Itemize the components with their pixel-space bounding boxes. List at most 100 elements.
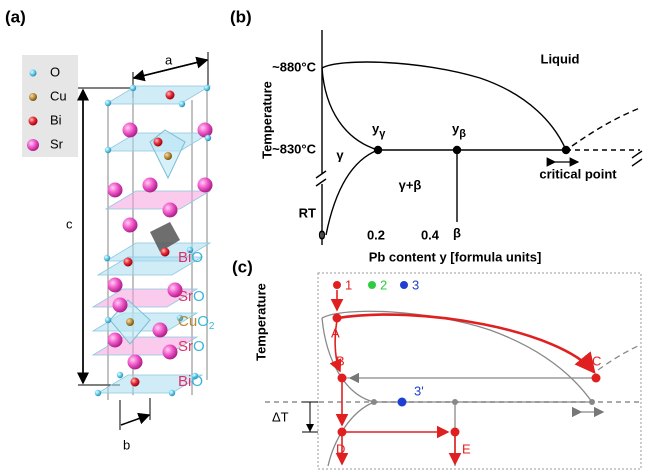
anion: O <box>193 338 205 355</box>
point <box>371 399 377 405</box>
atom <box>204 85 210 91</box>
cation: Sr <box>178 338 193 355</box>
gamma-solvus <box>322 68 378 150</box>
y-tick-label: ~830°C <box>272 141 316 156</box>
x-tick-label: 0.2 <box>367 227 385 242</box>
atom <box>95 390 101 396</box>
legend-label: O <box>50 64 60 79</box>
atom <box>154 138 163 147</box>
panel-b: (b) Temperature ~880°C ~830°C RT 0 0.2 0… <box>230 7 642 264</box>
legend-label: 3 <box>412 277 419 292</box>
legend-label: Bi <box>50 112 62 127</box>
lattice-label: b <box>123 437 130 452</box>
legend-sphere <box>29 93 37 101</box>
panel-c: (c) Temperature 1 2 3 A B C D <box>232 257 641 469</box>
liquidus-extension <box>572 108 640 146</box>
atom <box>166 91 175 100</box>
legend-label: Sr <box>50 136 64 151</box>
state-point <box>592 374 601 383</box>
region-label: γ <box>336 147 344 162</box>
legend-sphere <box>30 70 37 77</box>
state-label: D <box>336 441 345 456</box>
x-tick-label: 0 <box>318 227 325 242</box>
atom <box>198 123 213 138</box>
state-label: B <box>336 353 345 368</box>
annotation: critical point <box>539 166 617 181</box>
panel-label: (a) <box>5 7 26 26</box>
atom <box>164 152 172 160</box>
liquidus <box>322 311 592 402</box>
state-label: E <box>462 441 471 456</box>
sr-plane <box>106 191 210 209</box>
subscript: β <box>459 128 466 140</box>
atom <box>117 372 123 378</box>
state-point <box>333 314 342 323</box>
state-point <box>338 374 347 383</box>
anion: O <box>191 249 203 266</box>
point <box>454 147 461 154</box>
atom <box>108 333 123 348</box>
cation: Cu <box>178 313 197 330</box>
delta-label: ΔT <box>272 409 289 424</box>
point <box>589 399 595 405</box>
state-point <box>338 428 347 437</box>
atom <box>123 218 138 233</box>
legend-marker <box>400 281 408 289</box>
atom <box>108 278 123 293</box>
point <box>375 147 382 154</box>
anion: O <box>191 373 203 390</box>
legend-label: 1 <box>345 277 352 292</box>
liquidus-extension <box>598 345 640 370</box>
region-label: β <box>453 225 461 240</box>
y-tick-label: ~880°C <box>272 59 316 74</box>
legend-sphere <box>27 139 39 151</box>
gamma-solvus <box>322 318 374 402</box>
panel-label: (c) <box>232 257 253 276</box>
atom <box>198 178 213 193</box>
panel-label: (b) <box>230 7 252 26</box>
atom <box>123 123 138 138</box>
cation: Bi <box>178 249 191 266</box>
region-label: γ+β <box>399 177 422 192</box>
atom <box>143 178 158 193</box>
atom <box>153 323 168 338</box>
layer-label: BiO <box>178 373 203 390</box>
legend-marker <box>368 281 376 289</box>
atom <box>161 248 170 257</box>
point-label: yγ <box>372 121 386 139</box>
state-label: A <box>331 325 340 340</box>
atom <box>128 355 143 370</box>
atom <box>130 85 136 91</box>
b-arrow <box>121 415 149 425</box>
lattice-label: c <box>66 216 73 231</box>
atom <box>124 258 133 267</box>
cation: Bi <box>178 373 191 390</box>
anion: O <box>193 288 205 305</box>
atom <box>105 100 111 106</box>
atom <box>105 317 111 323</box>
atom <box>126 318 134 326</box>
point <box>563 147 570 154</box>
atom <box>113 298 128 313</box>
atom <box>105 147 111 153</box>
gamma-boundary <box>328 402 374 466</box>
region-label: Liquid <box>541 51 580 66</box>
atom <box>108 183 123 198</box>
y-tick-label: RT <box>299 205 316 220</box>
state-point <box>398 398 407 407</box>
atom <box>205 135 211 141</box>
atom <box>163 345 178 360</box>
layer-label: SrO <box>178 288 205 305</box>
point <box>452 399 458 405</box>
layer-label: SrO <box>178 338 205 355</box>
layer-label: BiO <box>178 249 203 266</box>
atom <box>163 203 178 218</box>
lattice-label: a <box>165 52 173 67</box>
legend-label: 2 <box>380 277 387 292</box>
oxide-plane <box>106 86 210 104</box>
subscript: γ <box>379 128 386 140</box>
legend-label: Cu <box>50 88 67 103</box>
anion: O <box>197 313 209 330</box>
state-label: C <box>592 353 601 368</box>
atom <box>131 378 140 387</box>
